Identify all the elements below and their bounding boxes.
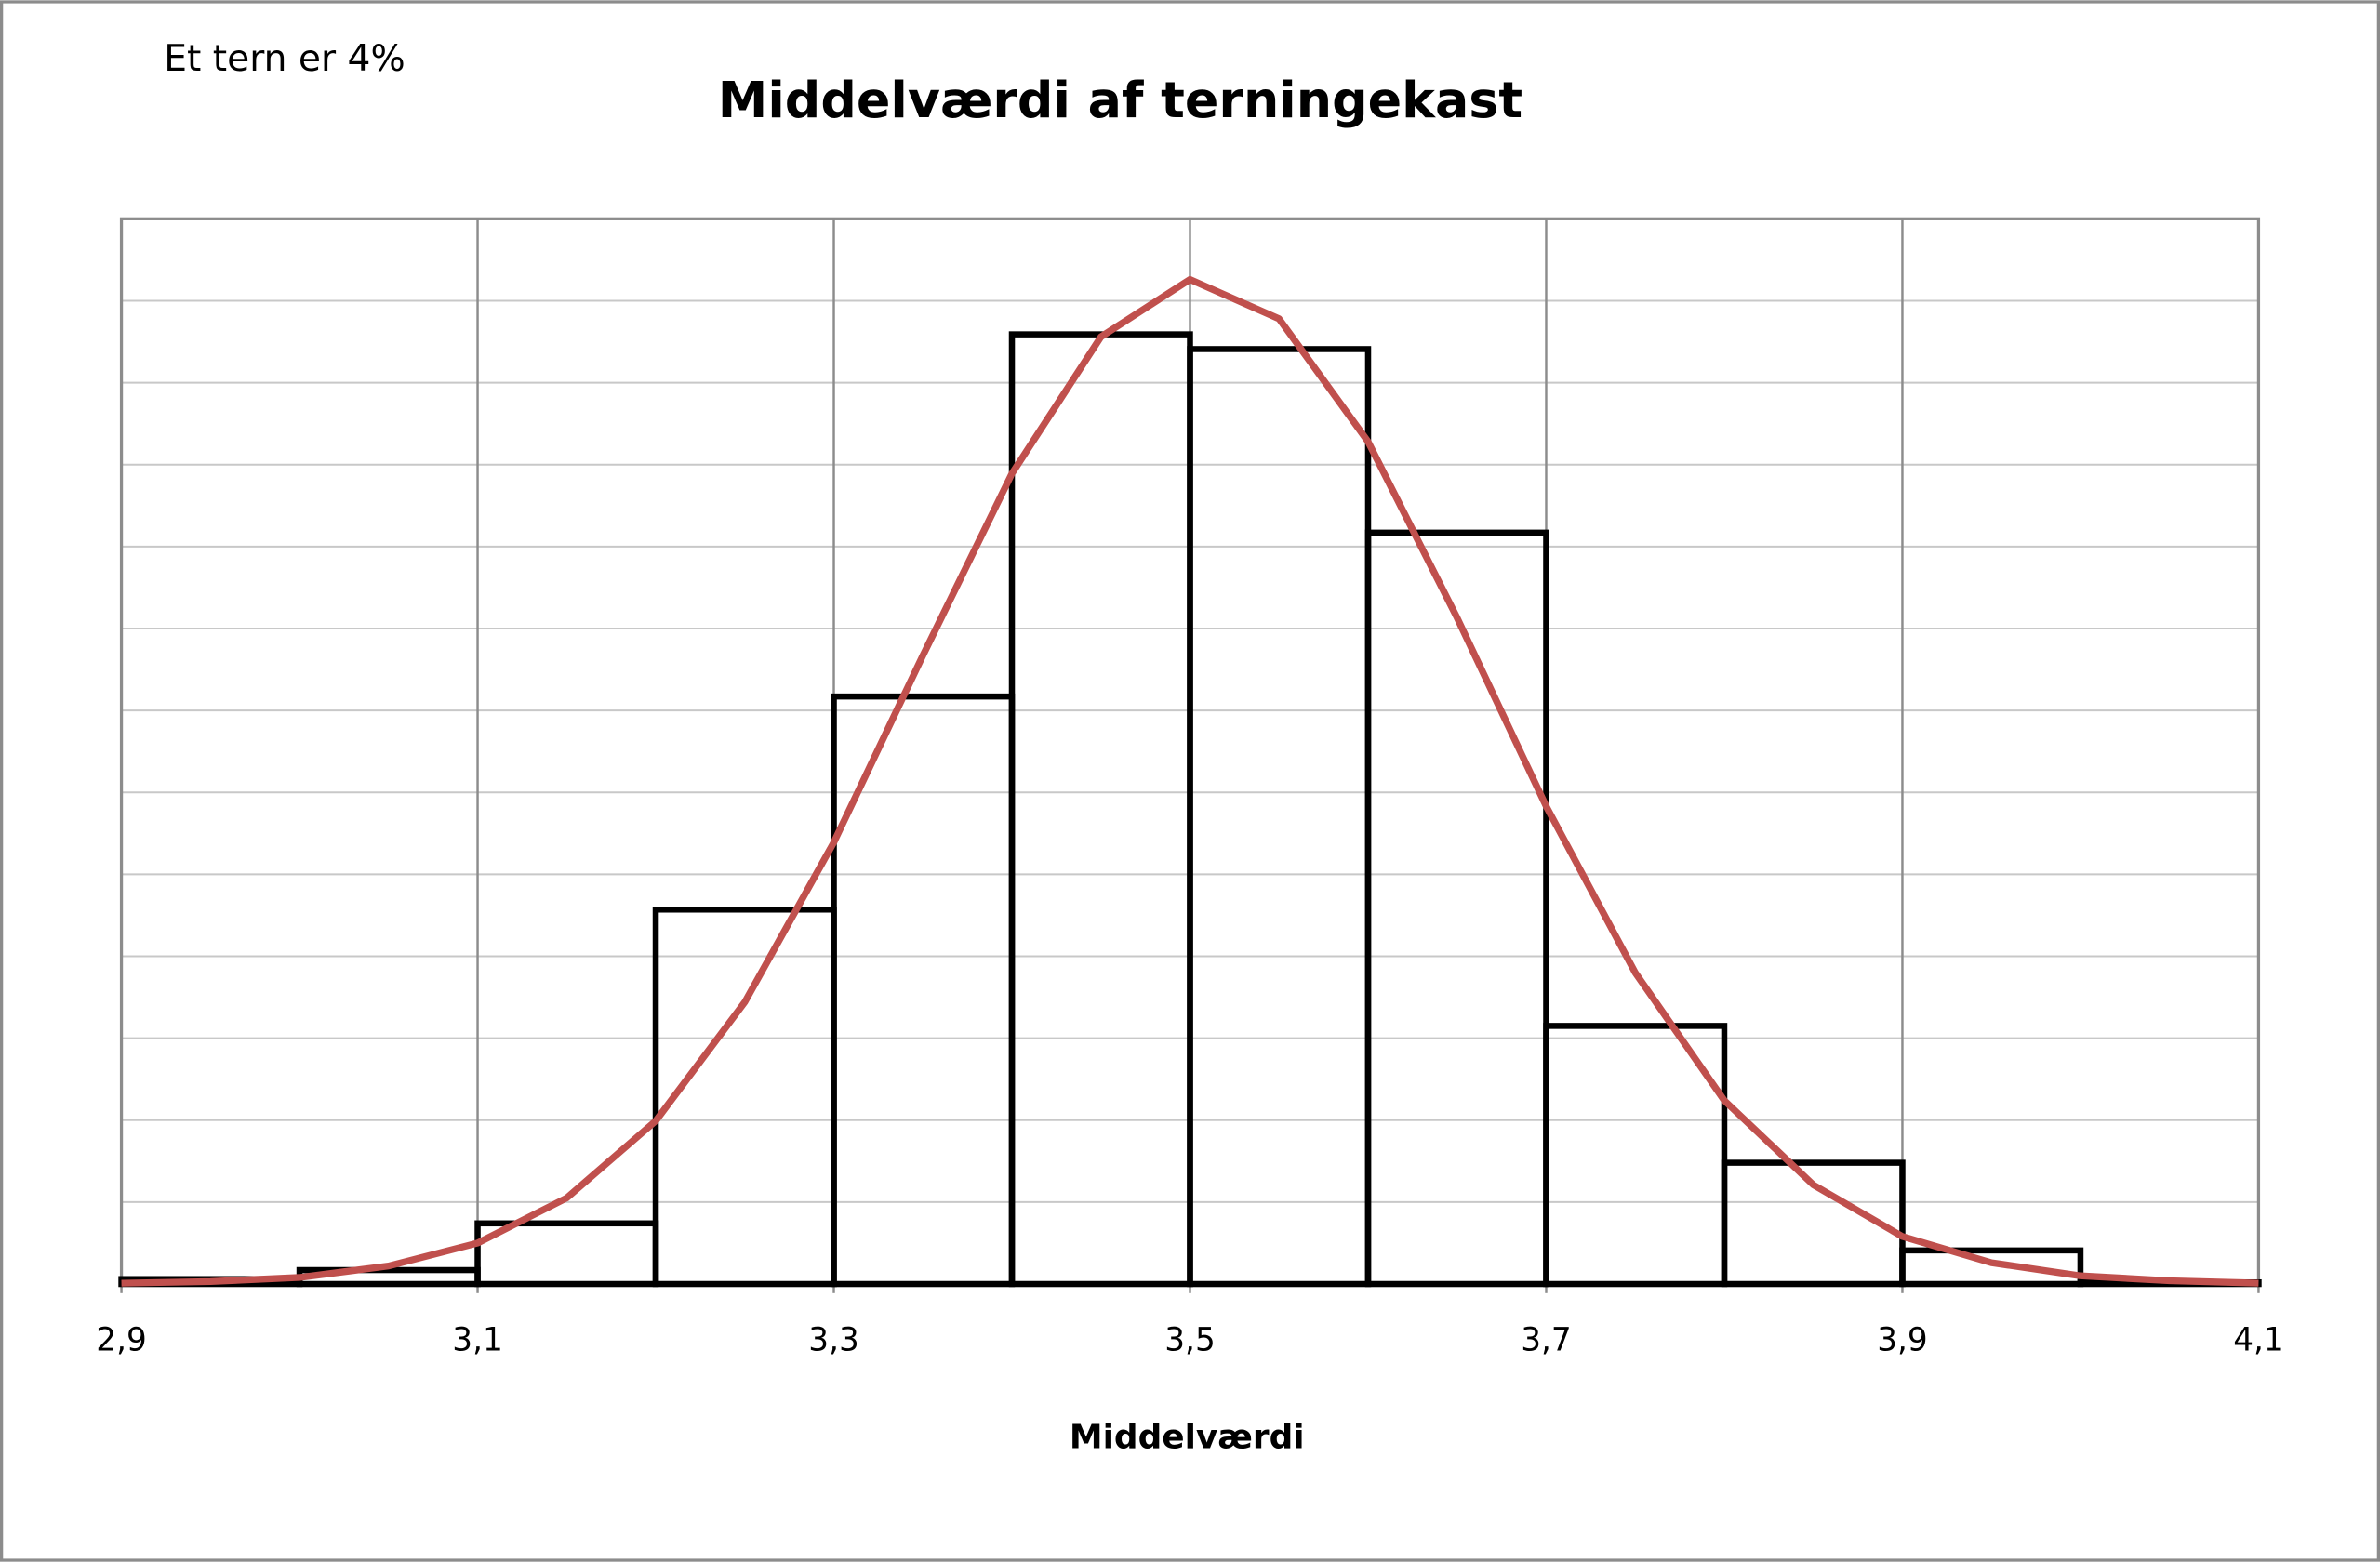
x-tick-label: 3,5 <box>1164 1322 1216 1359</box>
histogram-bar <box>1721 1159 1906 1288</box>
histogram-bar <box>1899 1247 2084 1288</box>
annotation: Et tern er 4% <box>164 38 405 80</box>
curve <box>121 275 2259 1287</box>
x-tick-label: 2,9 <box>96 1322 147 1359</box>
x-tick-label: 3,9 <box>1877 1322 1927 1359</box>
chart-title: Middelværdi af terningekast <box>718 71 1522 129</box>
x-axis-label: Middelværdi <box>1070 1418 1305 1456</box>
x-tick-label: 3,7 <box>1521 1322 1572 1359</box>
x-tick-label: 4,1 <box>2233 1322 2284 1359</box>
x-tick-label: 3,3 <box>808 1322 859 1359</box>
x-tick-label: 3,1 <box>452 1322 502 1359</box>
histogram-bar <box>1543 1023 1728 1288</box>
histogram-bar <box>1364 529 1549 1288</box>
